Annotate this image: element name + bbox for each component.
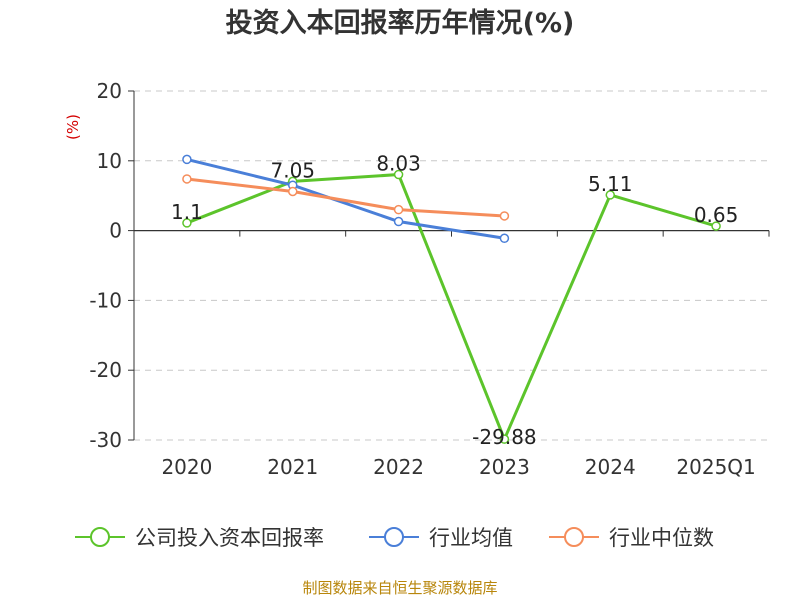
data-label: -29.88 — [472, 425, 536, 449]
x-tick-label: 2022 — [373, 455, 424, 479]
data-point — [499, 211, 510, 221]
data-point — [393, 204, 404, 215]
legend-label: 公司投入资本回报率 — [135, 526, 324, 550]
data-point — [182, 218, 192, 228]
series-2 — [182, 174, 510, 221]
data-point — [288, 186, 298, 197]
data-label: 0.65 — [694, 203, 739, 227]
legend-marker — [564, 527, 584, 547]
y-tick-label: 10 — [97, 149, 122, 173]
series-0: 1.1 7.05 8.03 -29.88 5.11 0.65 — [171, 152, 738, 450]
data-point — [711, 221, 721, 231]
x-tick-label: 2024 — [585, 455, 636, 479]
data-point — [605, 190, 615, 200]
data-point — [393, 216, 404, 227]
y-tick-label: -10 — [89, 288, 122, 312]
series-layer: 1.1 7.05 8.03 -29.88 5.11 0.65 — [171, 152, 738, 450]
data-point — [499, 434, 510, 444]
data-point — [393, 169, 404, 180]
legend-label: 行业中位数 — [609, 526, 714, 550]
legend-marker — [90, 527, 110, 547]
grid-lines — [134, 90, 769, 441]
data-point — [182, 174, 192, 184]
data-label: 1.1 — [171, 200, 203, 224]
y-tick-label: -30 — [89, 428, 122, 452]
y-tick-label: 0 — [109, 219, 122, 243]
source-note: 制图数据来自恒生聚源数据库 — [302, 579, 497, 597]
legend-item-2: 行业中位数 — [549, 526, 714, 550]
axes: 20 10 0 -10 -20 -30 2020 2021 2022 2023 2024 2025Q1 — [89, 79, 770, 479]
chart-title: 投资入本回报率历年情况(%) — [226, 7, 575, 39]
x-tick-label: 2021 — [267, 455, 318, 479]
data-label: 7.05 — [270, 158, 315, 182]
y-tick-label: 20 — [97, 79, 122, 103]
y-axis-label: (%) — [64, 114, 82, 140]
data-point — [182, 154, 192, 165]
legend-item-1: 行业均值 — [369, 526, 513, 550]
data-label: 5.11 — [588, 172, 633, 196]
legend: 公司投入资本回报率 行业均值 行业中位数 — [75, 526, 714, 550]
series-1 — [182, 154, 510, 244]
x-tick-label: 2020 — [161, 455, 212, 479]
series-line — [186, 157, 505, 240]
x-tick-label: 2023 — [479, 455, 530, 479]
y-tick-label: -20 — [89, 358, 122, 382]
legend-marker — [384, 527, 404, 547]
series-line — [186, 177, 505, 218]
data-point — [499, 233, 510, 244]
legend-item-0: 公司投入资本回报率 — [75, 526, 324, 550]
legend-label: 行业均值 — [429, 526, 513, 550]
data-label: 8.03 — [376, 152, 421, 176]
x-tick-label: 2025Q1 — [676, 455, 755, 479]
